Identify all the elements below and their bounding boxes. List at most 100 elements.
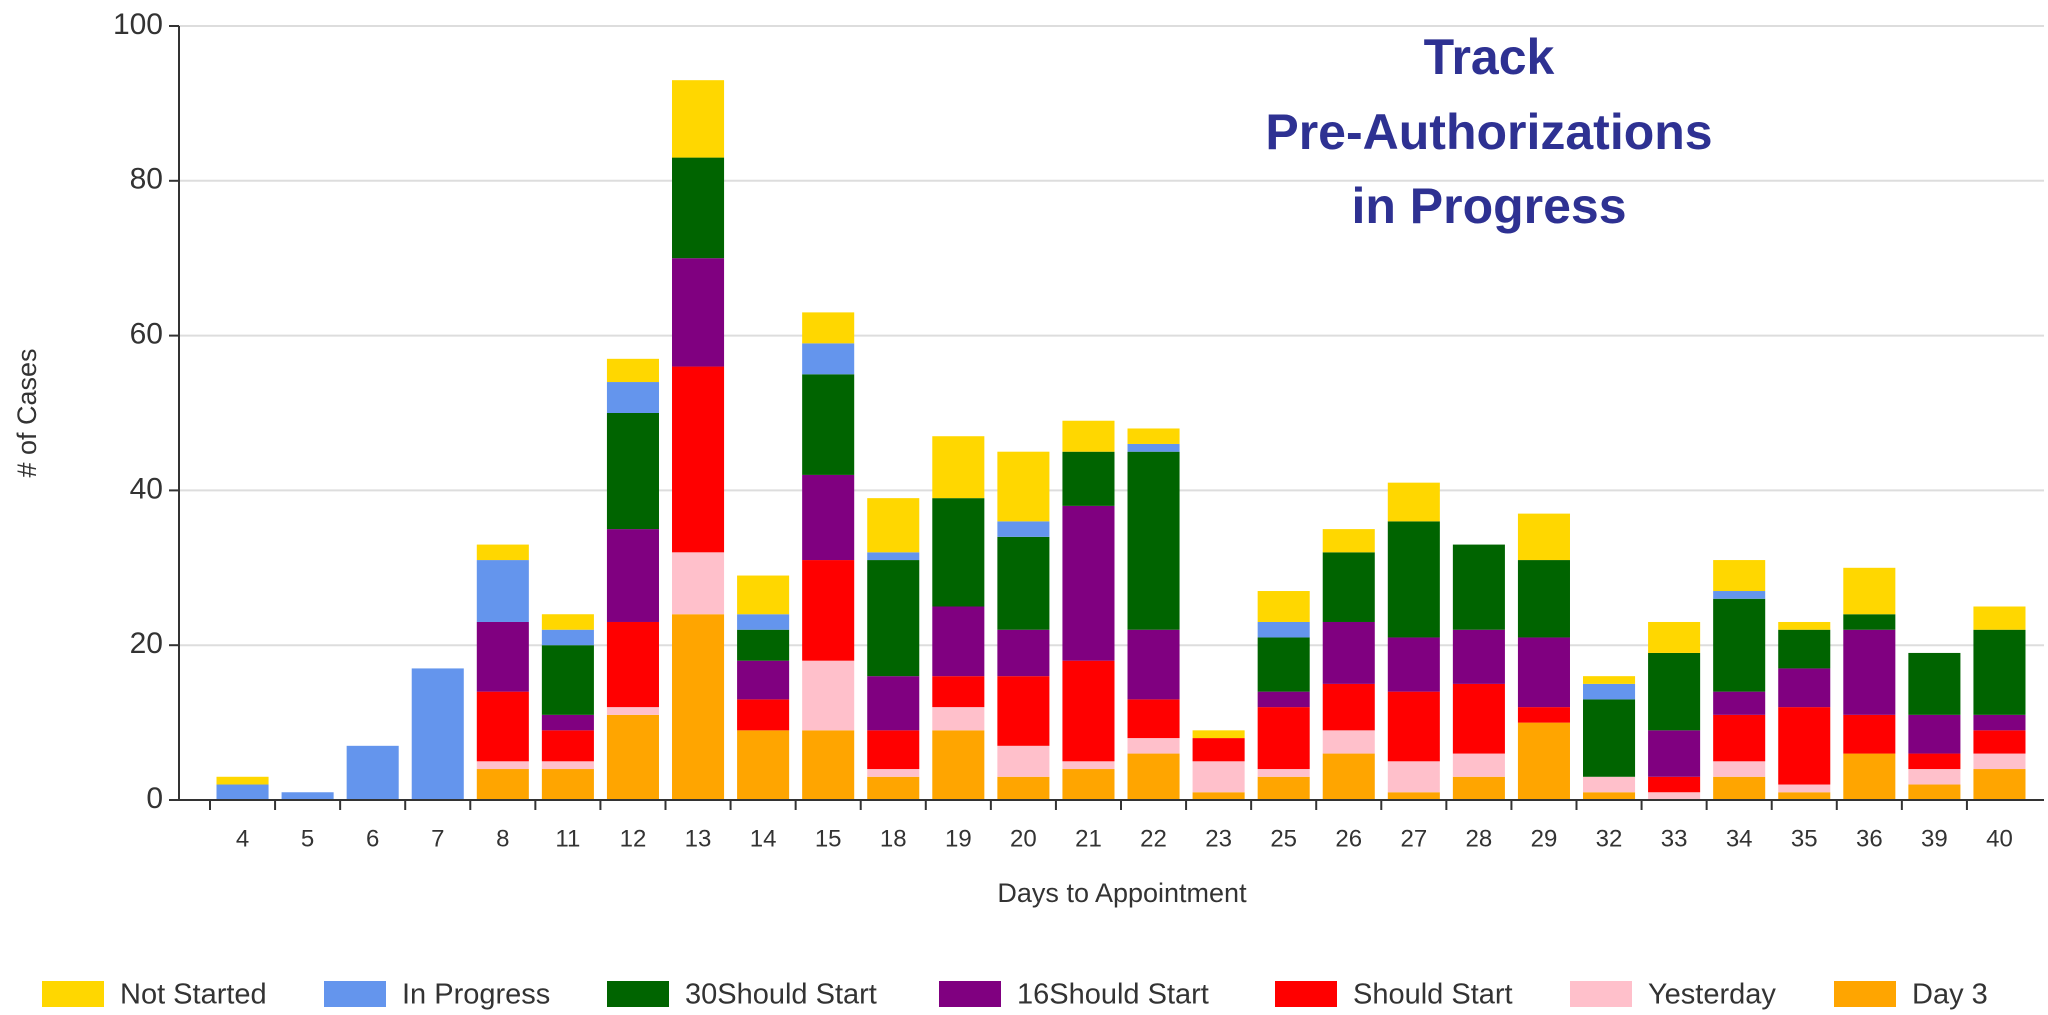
bar-segment: [867, 730, 920, 770]
bar-segment: [802, 312, 855, 344]
bar-segment: [867, 498, 920, 553]
bar-segment: [606, 621, 659, 708]
chart-title: Pre-Authorizations: [1265, 104, 1712, 160]
bar-segment: [541, 730, 594, 762]
x-tick-label: 6: [366, 825, 379, 852]
bar-segment: [411, 668, 464, 800]
legend-label: 30Should Start: [685, 979, 877, 1011]
bar-segment: [476, 761, 529, 770]
bar-segment: [1062, 451, 1115, 506]
bar-segment: [541, 714, 594, 731]
bar-segment: [606, 714, 659, 800]
legend-swatch: [42, 981, 104, 1007]
legend-swatch: [1834, 981, 1896, 1007]
bar-segment: [1127, 699, 1180, 739]
bar-segment: [1517, 637, 1570, 708]
bar-segment: [1062, 660, 1115, 762]
bar-segment: [1062, 761, 1115, 770]
bar-segment: [1973, 606, 2026, 630]
bar-segment: [1062, 420, 1115, 452]
bar-segment: [1127, 451, 1180, 630]
x-tick-label: 25: [1270, 825, 1297, 852]
bar-segment: [867, 769, 920, 777]
bar-segment: [476, 544, 529, 561]
x-tick-label: 23: [1205, 825, 1232, 852]
bar-segment: [1973, 769, 2026, 800]
bar-segment: [1322, 621, 1375, 684]
bar-segment: [1908, 784, 1961, 800]
bar-segment: [1387, 792, 1440, 800]
bar-segment: [1908, 753, 1961, 770]
bar-segment: [1648, 792, 1701, 800]
bar-segment: [216, 784, 269, 800]
bar-segment: [802, 474, 855, 561]
bar-segment: [1322, 753, 1375, 800]
x-tick-label: 14: [750, 825, 777, 852]
bar-segment: [1452, 629, 1505, 684]
legend-swatch: [607, 981, 669, 1007]
bar-segment: [1517, 513, 1570, 561]
bar-segment: [1583, 792, 1636, 800]
x-tick-label: 28: [1466, 825, 1493, 852]
bar-segment: [541, 629, 594, 646]
bar-segment: [672, 614, 725, 800]
bar-segment: [1908, 769, 1961, 785]
bar-segment: [1843, 614, 1896, 630]
x-tick-label: 26: [1335, 825, 1362, 852]
bar-segment: [737, 614, 790, 630]
bar-segment: [802, 660, 855, 731]
legend-label: Day 3: [1912, 979, 1988, 1011]
bar-segment: [867, 560, 920, 677]
bar-segment: [1973, 629, 2026, 715]
bar-segment: [1322, 730, 1375, 754]
bar-segment: [737, 660, 790, 700]
bar-segment: [867, 776, 920, 800]
bar-segment: [1713, 591, 1766, 599]
chart-title: in Progress: [1351, 178, 1626, 234]
x-tick-label: 12: [620, 825, 647, 852]
x-tick-label: 29: [1531, 825, 1558, 852]
y-tick-label: 20: [130, 627, 163, 660]
bar-segment: [1452, 776, 1505, 800]
bar-segment: [1387, 482, 1440, 522]
bar-segment: [1322, 552, 1375, 622]
legend-label: In Progress: [402, 979, 550, 1011]
x-tick-label: 35: [1791, 825, 1818, 852]
bar-segment: [737, 730, 790, 800]
bar-segment: [606, 413, 659, 530]
bar-segment: [1713, 598, 1766, 692]
bar-segment: [476, 621, 529, 692]
bar-segment: [672, 552, 725, 615]
bar-segment: [1648, 652, 1701, 731]
legend-label: 16Should Start: [1017, 979, 1209, 1011]
bar-segment: [476, 560, 529, 622]
bar-segment: [1778, 621, 1831, 630]
bar-segment: [606, 382, 659, 413]
x-tick-label: 22: [1140, 825, 1167, 852]
bar-segment: [1127, 738, 1180, 754]
bar-segment: [1387, 691, 1440, 762]
bar-segment: [1062, 505, 1115, 661]
bar-segment: [997, 451, 1050, 522]
bar-segment: [1127, 753, 1180, 800]
bar-segment: [737, 629, 790, 661]
legend-swatch: [1570, 981, 1632, 1007]
bar-segment: [541, 769, 594, 800]
bar-segment: [1257, 776, 1310, 800]
x-tick-label: 15: [815, 825, 842, 852]
x-tick-label: 33: [1661, 825, 1688, 852]
bar-segment: [1257, 691, 1310, 708]
bar-segment: [932, 606, 985, 677]
bar-segment: [1843, 753, 1896, 800]
bar-segment: [1127, 443, 1180, 452]
x-tick-label: 4: [236, 825, 249, 852]
bar-segment: [1843, 629, 1896, 715]
bar-segment: [997, 629, 1050, 677]
bar-segment: [802, 374, 855, 475]
bar-segment: [1908, 652, 1961, 715]
bar-segment: [672, 258, 725, 367]
x-tick-label: 27: [1400, 825, 1427, 852]
legend-label: Yesterday: [1648, 979, 1776, 1011]
bar-segment: [932, 676, 985, 708]
